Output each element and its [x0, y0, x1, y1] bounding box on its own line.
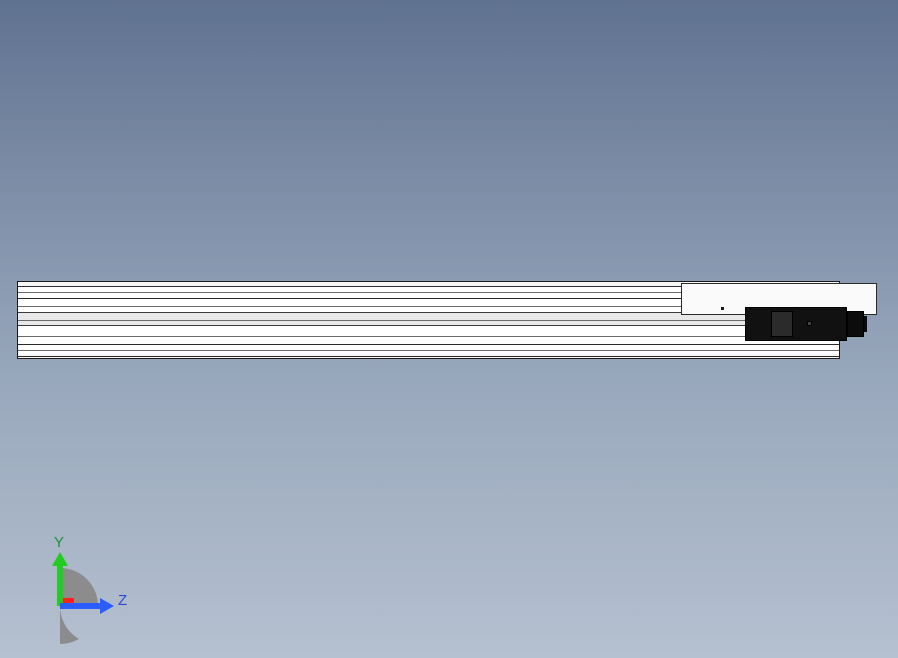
- z-axis-label: Z: [118, 592, 127, 609]
- motor-slot: [771, 311, 793, 337]
- triad-origin-arc: [60, 606, 98, 644]
- motor-shaft-edge: [864, 316, 867, 332]
- rail-profile-line: [18, 350, 839, 351]
- rail-profile-line: [18, 336, 839, 337]
- motor-block: [745, 307, 847, 341]
- rail-edge-line: [18, 356, 839, 357]
- plate-mark: [721, 307, 724, 310]
- motor-side-block: [847, 311, 864, 337]
- y-axis-label: Y: [54, 534, 64, 551]
- cad-viewport[interactable]: Y Z: [0, 0, 898, 658]
- motor-fastener-icon: [807, 321, 812, 326]
- view-orientation-triad[interactable]: Y Z: [44, 534, 134, 624]
- rail-profile-line: [18, 320, 839, 321]
- model[interactable]: [17, 281, 877, 359]
- rail-profile-line: [18, 344, 839, 345]
